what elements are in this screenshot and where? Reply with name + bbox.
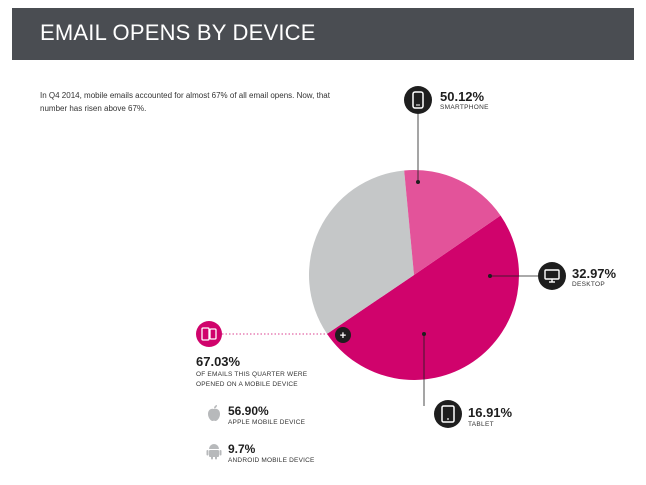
mobile-percent: 67.03%: [196, 354, 241, 369]
mobile-devices-icon: [196, 321, 222, 347]
desktop-icon: [538, 262, 566, 290]
apple-percent: 56.90%: [228, 404, 269, 418]
plus-marker: [335, 327, 351, 343]
mobile-caption: OF EMAILS THIS QUARTER WERE OPENED ON A …: [196, 371, 308, 388]
apple-label: APPLE MOBILE DEVICE: [228, 419, 306, 426]
android-icon: [206, 444, 222, 460]
pie-slice-tablet: [404, 170, 501, 275]
header-bar: EMAIL OPENS BY DEVICE: [12, 8, 634, 60]
tablet-percent: 16.91%: [468, 405, 513, 420]
smartphone-icon: [404, 86, 432, 114]
android-percent: 9.7%: [228, 442, 256, 456]
smartphone-label: SMARTPHONE: [440, 104, 489, 111]
smartphone-leader-dot: [416, 180, 420, 184]
desktop-leader-dot: [488, 274, 492, 278]
tablet-label: TABLET: [468, 421, 494, 428]
tablet-icon: [434, 400, 462, 428]
intro-text: In Q4 2014, mobile emails accounted for …: [40, 91, 330, 113]
android-label: ANDROID MOBILE DEVICE: [228, 457, 315, 464]
plus-icon: +: [340, 330, 346, 342]
pie-slice-desktop: [309, 170, 414, 334]
apple-icon: [208, 405, 220, 421]
pie-slice-smartphone: [327, 215, 520, 381]
desktop-label: DESKTOP: [572, 281, 606, 288]
page-title: EMAIL OPENS BY DEVICE: [40, 20, 316, 45]
tablet-leader-dot: [422, 332, 426, 336]
smartphone-percent: 50.12%: [440, 89, 485, 104]
desktop-percent: 32.97%: [572, 266, 617, 281]
